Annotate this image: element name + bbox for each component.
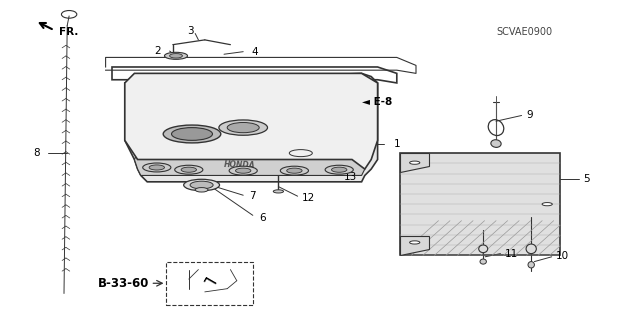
Polygon shape [125, 73, 378, 169]
Ellipse shape [287, 168, 302, 173]
Ellipse shape [184, 179, 220, 191]
Text: SCVAE0900: SCVAE0900 [497, 27, 553, 37]
Ellipse shape [190, 181, 213, 189]
Text: 13: 13 [344, 172, 357, 182]
Polygon shape [400, 153, 560, 255]
Ellipse shape [332, 167, 347, 172]
Text: 12: 12 [302, 193, 316, 203]
Text: 5: 5 [584, 174, 590, 184]
Ellipse shape [325, 165, 353, 174]
Ellipse shape [195, 188, 208, 192]
Ellipse shape [491, 140, 501, 147]
Polygon shape [400, 236, 429, 255]
Ellipse shape [280, 166, 308, 175]
Text: FR.: FR. [59, 27, 78, 37]
Ellipse shape [410, 161, 420, 164]
Polygon shape [125, 73, 378, 182]
Ellipse shape [149, 165, 164, 170]
Text: 9: 9 [526, 110, 532, 121]
Ellipse shape [410, 241, 420, 244]
Text: 2: 2 [155, 46, 161, 56]
Text: 7: 7 [250, 191, 256, 201]
Polygon shape [134, 153, 365, 175]
Ellipse shape [479, 245, 488, 253]
Text: 6: 6 [259, 212, 266, 223]
Bar [166, 262, 253, 305]
Ellipse shape [170, 54, 182, 58]
Ellipse shape [542, 203, 552, 206]
Text: ◄ E-8: ◄ E-8 [362, 97, 392, 107]
Ellipse shape [181, 167, 196, 172]
Text: 4: 4 [252, 47, 258, 57]
Ellipse shape [143, 163, 171, 172]
Ellipse shape [229, 166, 257, 175]
Ellipse shape [163, 125, 221, 143]
Text: 3: 3 [188, 26, 194, 36]
Ellipse shape [273, 190, 284, 193]
Ellipse shape [528, 262, 534, 268]
Text: 1: 1 [394, 138, 400, 149]
Ellipse shape [164, 52, 188, 59]
Text: 10: 10 [556, 251, 569, 261]
Ellipse shape [227, 122, 259, 133]
Ellipse shape [175, 165, 203, 174]
Ellipse shape [219, 120, 268, 135]
Ellipse shape [480, 259, 486, 264]
Text: 11: 11 [504, 249, 518, 259]
Ellipse shape [172, 128, 212, 140]
Ellipse shape [526, 244, 536, 254]
Text: ⌐: ⌐ [198, 271, 222, 295]
Text: B-33-60: B-33-60 [98, 277, 149, 290]
Polygon shape [400, 153, 429, 172]
Ellipse shape [236, 168, 251, 173]
Text: 8: 8 [33, 148, 40, 158]
Text: HONDA: HONDA [224, 160, 256, 170]
